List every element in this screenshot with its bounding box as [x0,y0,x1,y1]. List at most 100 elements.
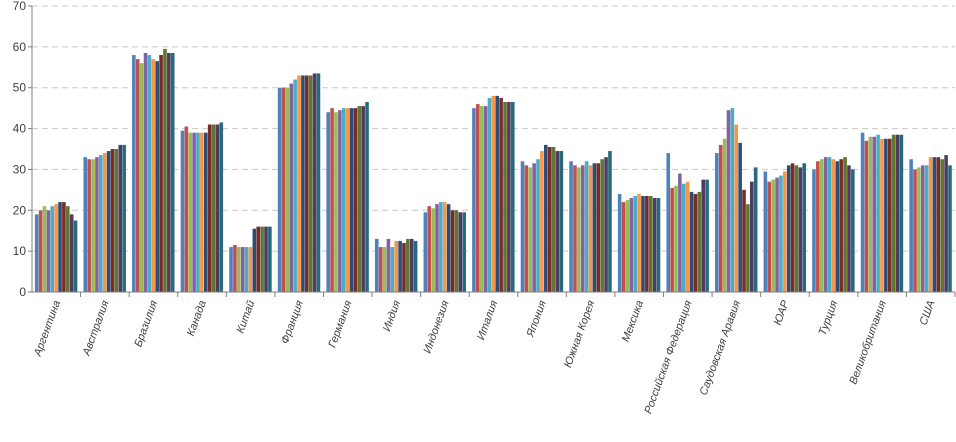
bar [244,247,249,292]
bar [95,157,99,292]
category-label: Япония [524,299,549,340]
bar [297,75,301,293]
bar [864,140,869,292]
bar [495,95,500,292]
bar [584,161,589,292]
bar [472,108,476,292]
category-label: Канада [185,299,209,338]
bar [738,142,742,292]
bar [596,163,601,292]
category-label: Австралия [80,299,111,358]
bar [252,228,257,292]
bar-group [909,155,952,292]
bar [913,169,917,292]
bar [827,157,832,292]
bar [899,134,904,292]
bar [637,193,641,292]
bar [551,146,556,292]
bar [588,165,593,292]
bar [645,195,649,292]
bar [681,183,686,292]
bar [91,159,95,292]
bar [569,161,573,292]
category-label: Бразилия [132,299,160,349]
bar [316,73,321,292]
bar [390,247,395,292]
bar-group [83,144,126,292]
bar [277,87,282,293]
y-tick-label: 20 [13,203,27,217]
bar [812,169,816,292]
bar [398,240,402,292]
bar [308,75,313,293]
category-label: Мексика [620,299,646,344]
bar [783,171,787,292]
bar [726,110,731,292]
bar [102,153,107,292]
bar [544,144,548,292]
bar-group [763,163,807,292]
bar [573,165,577,292]
bar [868,136,873,292]
category-label: США [918,299,938,327]
bars [34,48,952,293]
category-label: Германия [326,299,354,350]
bar [775,177,779,292]
bar-group [812,157,855,292]
bar [229,247,233,292]
category-label: Франция [279,299,306,346]
bar [54,204,58,292]
bar [816,161,820,292]
bar [592,163,597,292]
bar [928,157,933,292]
bar [211,124,216,293]
bar [38,210,43,292]
bar [435,204,439,292]
bar [697,191,702,292]
bar [427,206,432,292]
bar [617,193,622,292]
bar [58,202,62,292]
bar [786,165,791,292]
bar [42,206,47,292]
bar [715,153,719,292]
bar [917,167,921,292]
bar [794,165,799,292]
bar [382,247,387,292]
bar [184,126,189,292]
bar [118,144,123,292]
bar [920,165,925,292]
bar [62,202,66,292]
category-label: Италия [475,299,500,342]
bar [656,198,661,292]
bar [106,151,111,292]
bar [159,55,163,292]
bar [394,240,398,292]
bar [135,59,140,292]
bar [767,181,772,292]
bar [895,134,900,292]
bar [326,112,330,292]
bar [341,108,346,292]
category-label: Китай [235,299,258,335]
bar [705,179,709,292]
bar [439,202,443,292]
bar [301,75,305,293]
bar [510,102,515,292]
bar [722,138,727,292]
bar [536,159,540,292]
bar [555,151,560,292]
bar [577,167,581,292]
y-tick-label: 50 [13,81,27,95]
bar [730,108,735,292]
bar-group [715,108,758,293]
bar [701,179,705,292]
bar [66,206,70,292]
bar-group [520,144,564,292]
bar [312,73,317,292]
category-label: Аргентина [32,299,64,359]
bar [285,87,290,293]
bar [446,204,451,292]
bar-group [229,226,272,292]
